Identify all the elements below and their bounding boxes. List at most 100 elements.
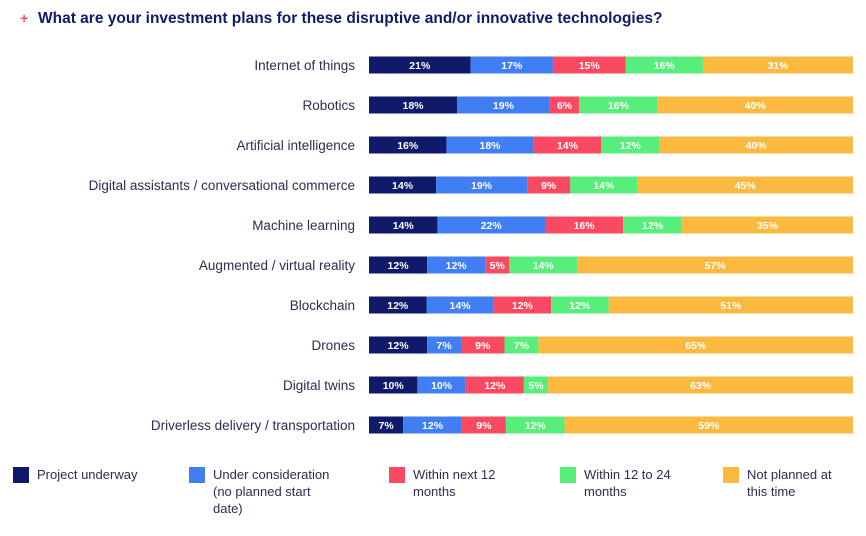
bar-segment-digital-assistants-conversational-commerce-1 (436, 176, 528, 194)
legend-label: Not planned at this time (747, 467, 832, 499)
bar-segment-artificial-intelligence-4 (659, 136, 853, 154)
bar-segment-digital-twins-4 (548, 376, 853, 394)
bar-segment-augmented-virtual-reality-4 (577, 256, 853, 274)
data-label-augmented-virtual-reality-1: 12% (446, 260, 468, 272)
data-label-internet-of-things-1: 17% (501, 60, 523, 72)
data-label-blockchain-0: 12% (387, 300, 409, 312)
data-label-blockchain-1: 14% (450, 300, 472, 312)
bar-segment-internet-of-things-3 (625, 56, 703, 74)
bar-segment-digital-assistants-conversational-commerce-3 (570, 176, 638, 194)
data-label-robotics-1: 19% (493, 100, 515, 112)
bar-segment-robotics-4 (657, 96, 853, 114)
data-label-robotics-3: 16% (608, 100, 630, 112)
bar-segment-drones-4 (538, 336, 853, 354)
bar-segment-artificial-intelligence-1 (446, 136, 534, 154)
bar-segment-drones-3 (504, 336, 539, 354)
data-label-artificial-intelligence-3: 12% (620, 140, 642, 152)
bar-segment-driverless-delivery-transportation-4 (564, 416, 853, 434)
data-label-blockchain-4: 51% (720, 300, 742, 312)
bar-segment-machine-learning-1 (437, 216, 545, 234)
bar-segment-internet-of-things-4 (702, 56, 853, 74)
data-label-internet-of-things-4: 31% (767, 60, 789, 72)
data-label-machine-learning-2: 16% (574, 220, 596, 232)
category-label-digital-assistants-conversational-commerce: Digital assistants / conversational comm… (89, 178, 355, 193)
bar-segment-drones-2 (460, 336, 505, 354)
category-label-drones: Drones (311, 338, 355, 353)
data-label-drones-2: 9% (475, 340, 491, 352)
bar-segment-digital-assistants-conversational-commerce-0 (369, 176, 437, 194)
chart-legend: Project underway Under consideration (no… (0, 466, 866, 526)
data-label-drones-3: 7% (514, 340, 530, 352)
category-label-machine-learning: Machine learning (252, 218, 355, 233)
bar-segment-blockchain-3 (551, 296, 609, 314)
bar-segment-machine-learning-3 (623, 216, 682, 234)
data-label-robotics-0: 18% (402, 100, 424, 112)
data-label-machine-learning-3: 12% (642, 220, 664, 232)
data-label-digital-assistants-conversational-commerce-3: 14% (593, 180, 615, 192)
data-label-drones-1: 7% (436, 340, 452, 352)
legend-item-project-underway: Project underway (13, 466, 137, 483)
bar-segment-drones-0 (369, 336, 428, 354)
bar-segment-digital-assistants-conversational-commerce-2 (527, 176, 571, 194)
legend-swatch (13, 467, 29, 483)
data-label-digital-twins-1: 10% (431, 380, 453, 392)
bar-segment-internet-of-things-1 (470, 56, 553, 74)
bar-segment-blockchain-1 (426, 296, 494, 314)
chart-title: What are your investment plans for these… (38, 10, 663, 27)
bar-segment-artificial-intelligence-3 (601, 136, 660, 154)
data-label-artificial-intelligence-4: 40% (746, 140, 768, 152)
data-label-digital-assistants-conversational-commerce-2: 9% (541, 180, 557, 192)
data-label-machine-learning-4: 35% (757, 220, 779, 232)
data-label-blockchain-2: 12% (512, 300, 534, 312)
data-label-artificial-intelligence-2: 14% (557, 140, 579, 152)
bar-segment-augmented-virtual-reality-1 (427, 256, 486, 274)
bar-segment-internet-of-things-0 (369, 56, 471, 74)
bar-segment-augmented-virtual-reality-3 (509, 256, 578, 274)
legend-swatch (189, 467, 205, 483)
bar-segment-machine-learning-4 (681, 216, 853, 234)
bar-segment-machine-learning-2 (545, 216, 624, 234)
data-label-artificial-intelligence-1: 18% (479, 140, 501, 152)
bar-segment-digital-twins-2 (465, 376, 524, 394)
data-label-digital-assistants-conversational-commerce-0: 14% (392, 180, 414, 192)
data-label-digital-twins-3: 5% (528, 380, 544, 392)
legend-label: Within next 12 months (413, 467, 496, 499)
bar-segment-digital-twins-0 (369, 376, 418, 394)
data-label-internet-of-things-0: 21% (409, 60, 431, 72)
legend-label: Under consideration (no planned start da… (213, 467, 330, 516)
category-label-augmented-virtual-reality: Augmented / virtual reality (199, 258, 355, 273)
category-label-digital-twins: Digital twins (283, 378, 355, 393)
bar-segment-artificial-intelligence-2 (533, 136, 602, 154)
legend-item-under-consideration: Under consideration (no planned start da… (189, 466, 329, 517)
stacked-bar-chart: Internet of things 21% 17% 15% 16% 31% Robotic… (89, 56, 853, 434)
bar-segment-drones-1 (427, 336, 461, 354)
legend-swatch (723, 467, 739, 483)
data-label-internet-of-things-3: 16% (654, 60, 676, 72)
data-label-driverless-delivery-transportation-0: 7% (379, 420, 395, 432)
bar-segment-augmented-virtual-reality-2 (485, 256, 510, 274)
bar-segment-driverless-delivery-transportation-1 (403, 416, 462, 434)
bar-segment-digital-twins-3 (523, 376, 549, 394)
data-label-augmented-virtual-reality-0: 12% (388, 260, 410, 272)
legend-label: Project underway (37, 467, 138, 482)
legend-item-not-planned: Not planned at this time (723, 466, 832, 500)
data-label-digital-twins-2: 12% (484, 380, 506, 392)
bar-segment-driverless-delivery-transportation-0 (369, 416, 404, 434)
category-label-artificial-intelligence: Artificial intelligence (236, 138, 355, 153)
bar-segment-blockchain-4 (608, 296, 853, 314)
bar-segment-driverless-delivery-transportation-3 (505, 416, 565, 434)
data-label-artificial-intelligence-0: 16% (397, 140, 419, 152)
bar-segment-robotics-3 (579, 96, 658, 114)
legend-label: Within 12 to 24 months (584, 467, 671, 499)
legend-item-within-12-months: Within next 12 months (389, 466, 495, 500)
data-label-digital-assistants-conversational-commerce-4: 45% (735, 180, 757, 192)
data-label-internet-of-things-2: 15% (579, 60, 601, 72)
data-label-digital-twins-4: 63% (690, 380, 712, 392)
legend-swatch (560, 467, 576, 483)
category-label-internet-of-things: Internet of things (254, 58, 355, 73)
bar-segment-digital-twins-1 (417, 376, 466, 394)
bar-segment-machine-learning-0 (369, 216, 438, 234)
data-label-driverless-delivery-transportation-1: 12% (422, 420, 444, 432)
bar-segment-digital-assistants-conversational-commerce-4 (637, 176, 853, 194)
